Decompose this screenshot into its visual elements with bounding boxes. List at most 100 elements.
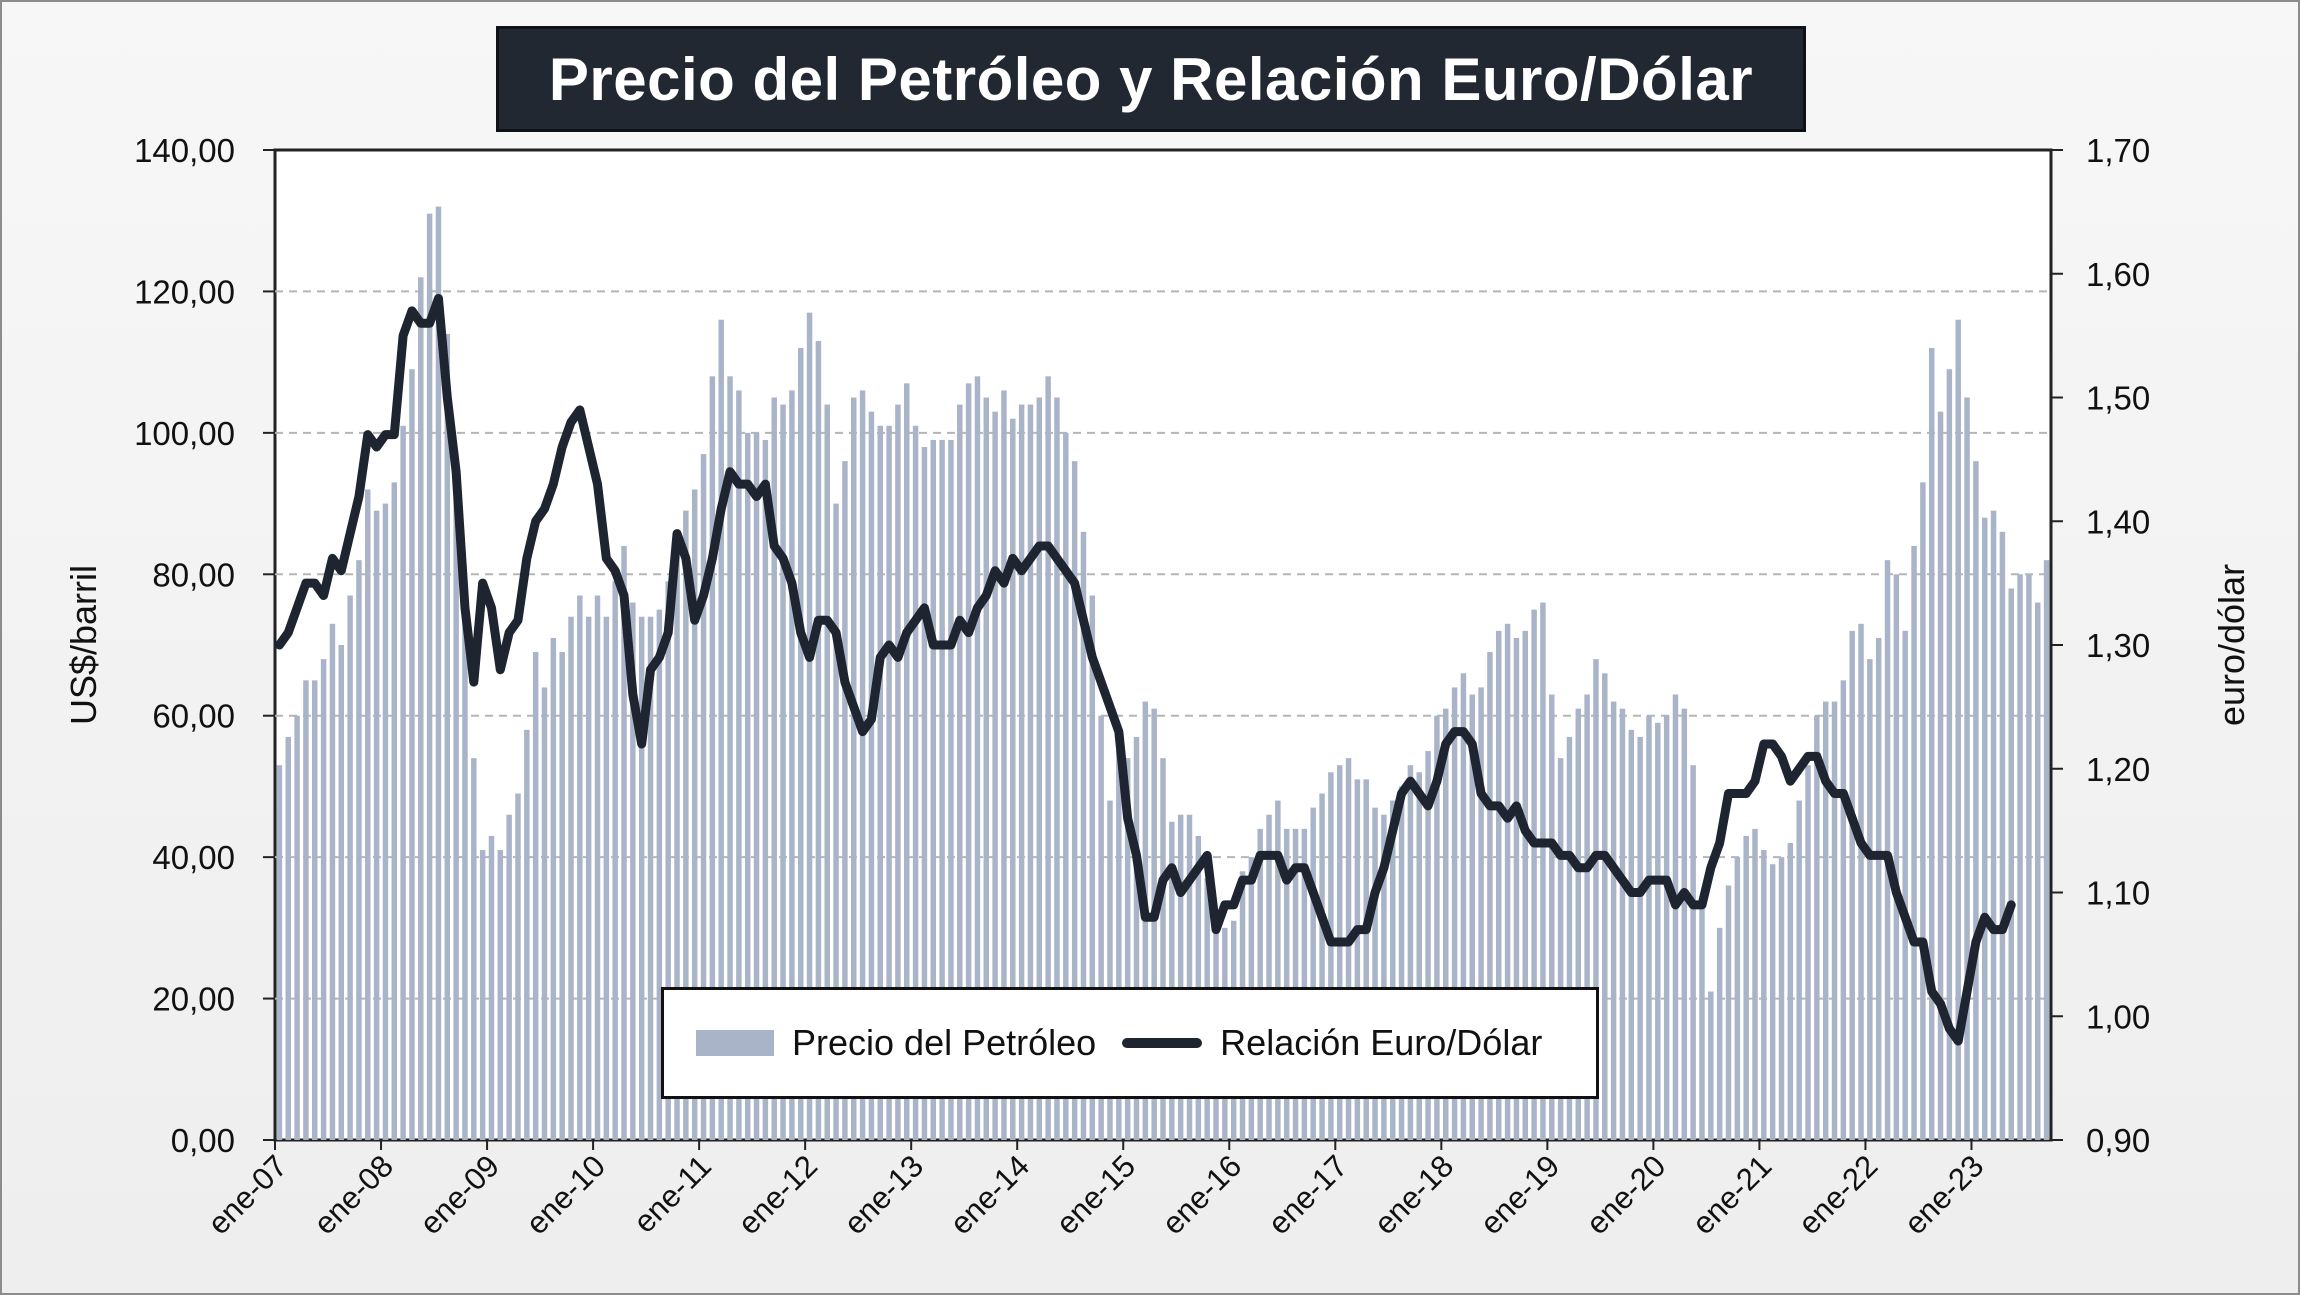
oil-price-bar <box>815 340 822 1140</box>
oil-price-bar <box>1681 708 1688 1140</box>
oil-price-bar <box>974 376 981 1140</box>
oil-price-bar <box>851 397 857 1140</box>
oil-price-bar <box>1045 376 1051 1140</box>
oil-price-bar <box>1716 927 1723 1140</box>
oil-price-bar <box>365 489 371 1140</box>
right-tick-label: 1,30 <box>2086 627 2150 664</box>
left-tick-label: 120,00 <box>134 273 235 310</box>
left-tick-label: 60,00 <box>152 698 235 735</box>
oil-price-bar <box>1513 637 1520 1140</box>
oil-price-bar <box>842 461 848 1140</box>
oil-price-bar <box>886 425 892 1140</box>
oil-price-bar <box>382 503 389 1140</box>
oil-price-bar <box>1124 758 1131 1140</box>
oil-price-bar <box>338 645 345 1140</box>
oil-price-bar <box>1354 779 1361 1140</box>
oil-price-bar <box>1133 736 1140 1140</box>
oil-price-bar <box>2008 588 2014 1140</box>
oil-price-bar <box>1946 369 1953 1141</box>
oil-price-bar <box>329 623 336 1140</box>
oil-price-bar <box>1425 751 1431 1140</box>
x-tick-label: ene-13 <box>837 1148 930 1241</box>
right-tick-label: 1,00 <box>2086 998 2150 1035</box>
oil-price-bar <box>294 715 300 1140</box>
oil-price-bar <box>700 454 707 1140</box>
oil-price-bar <box>1584 694 1590 1140</box>
oil-price-bar <box>1619 708 1626 1140</box>
oil-price-bar <box>1443 708 1449 1140</box>
oil-price-bar <box>1725 885 1732 1140</box>
oil-price-bar <box>1257 828 1263 1140</box>
oil-price-bar <box>771 397 777 1140</box>
legend-label-euro-dollar: Relación Euro/Dólar <box>1220 1022 1543 1063</box>
oil-price-bar <box>709 376 716 1140</box>
oil-price-bar <box>744 432 751 1140</box>
x-tick-label: ene-15 <box>1049 1148 1142 1241</box>
euro-dollar-line <box>274 294 2016 1046</box>
right-tick-label: 1,60 <box>2086 256 2150 293</box>
oil-price-bar <box>948 439 954 1140</box>
oil-price-bar <box>524 729 530 1140</box>
oil-price-bar <box>559 652 565 1140</box>
oil-price-bar <box>1549 694 1555 1140</box>
oil-price-bar <box>391 482 398 1140</box>
oil-price-bar <box>1646 715 1652 1140</box>
oil-price-bar <box>621 546 627 1140</box>
oil-price-bar <box>1655 722 1661 1140</box>
oil-price-bar <box>515 793 521 1140</box>
oil-price-bar <box>1557 758 1564 1140</box>
oil-price-bar <box>1345 758 1352 1140</box>
euro-dollar-line-layer <box>274 294 2016 1046</box>
oil-price-bar <box>683 510 689 1140</box>
oil-price-bar <box>1663 715 1670 1140</box>
oil-price-bar <box>435 206 442 1140</box>
oil-price-bar <box>1001 390 1007 1140</box>
oil-price-bar <box>453 468 459 1141</box>
oil-price-bar <box>789 390 795 1140</box>
oil-price-bar <box>1372 807 1378 1140</box>
oil-price-bar <box>1743 835 1749 1140</box>
oil-price-bar <box>594 595 601 1140</box>
oil-price-bar <box>1752 828 1758 1140</box>
oil-price-bar <box>276 765 283 1140</box>
oil-price-bar <box>1266 814 1272 1140</box>
oil-price-bar <box>1451 687 1458 1140</box>
legend-item-oil: Precio del Petróleo <box>664 1022 1096 1064</box>
oil-price-bar <box>1487 652 1493 1140</box>
right-axis: 0,90 1,00 1,10 1,20 1,30 1,40 1,50 1,60 1,70 <box>2051 132 2150 1159</box>
oil-price-bar <box>1496 630 1502 1140</box>
chart-title: Precio del Petróleo y Relación Euro/Dóla… <box>548 45 1754 113</box>
oil-price-bar <box>806 312 813 1140</box>
oil-price-bar <box>1319 793 1325 1140</box>
right-tick-label: 1,70 <box>2086 132 2150 169</box>
x-tick-label: ene-14 <box>943 1148 1036 1241</box>
oil-price-bar <box>1301 828 1308 1140</box>
oil-price-bar <box>1416 772 1422 1140</box>
oil-price-bar <box>1177 814 1184 1140</box>
oil-price-bar <box>921 447 928 1140</box>
oil-price-bar <box>1814 715 1820 1140</box>
oil-price-bar <box>1920 482 1926 1140</box>
oil-price-bar <box>1328 772 1334 1140</box>
oil-price-bar <box>727 376 733 1140</box>
oil-price-bar <box>824 404 830 1140</box>
oil-price-bar <box>665 581 671 1140</box>
x-tick-label: ene-21 <box>1685 1148 1778 1241</box>
x-tick-label: ene-18 <box>1367 1148 1460 1241</box>
oil-price-bar <box>912 425 919 1140</box>
oil-price-bar <box>1672 694 1679 1140</box>
oil-price-bar <box>1381 814 1387 1140</box>
oil-price-bar <box>1575 708 1582 1140</box>
x-tick-label: ene-09 <box>413 1148 506 1241</box>
oil-price-bar <box>312 680 318 1140</box>
oil-price-bar <box>471 758 477 1140</box>
oil-price-bar <box>762 439 769 1140</box>
oil-price-bar <box>568 616 574 1140</box>
oil-price-bar <box>285 736 291 1140</box>
oil-price-bar <box>400 425 406 1140</box>
oil-price-bar <box>736 390 742 1140</box>
x-axis: ene-07 ene-08 ene-09 ene-10 ene-11 ene-12 ene-… <box>201 1140 1990 1241</box>
oil-price-bar <box>2026 574 2032 1140</box>
oil-price-bar <box>647 616 654 1140</box>
x-tick-label: ene-22 <box>1791 1148 1884 1241</box>
